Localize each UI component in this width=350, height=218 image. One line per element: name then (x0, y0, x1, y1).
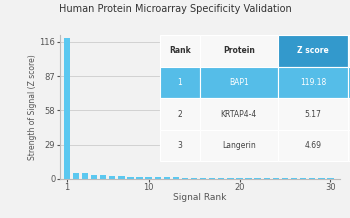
Bar (145, 177, 152, 179)
Bar (264, 178, 270, 179)
Bar (348, 98, 350, 130)
Bar (109, 176, 116, 179)
Bar (348, 130, 350, 162)
Bar (348, 35, 350, 66)
Bar (291, 178, 297, 179)
Bar (64, 38, 70, 179)
Bar (245, 178, 252, 179)
Bar (160, 130, 200, 162)
Bar (218, 178, 224, 179)
Bar (154, 177, 161, 179)
Text: KRTAP4-4: KRTAP4-4 (220, 109, 257, 119)
Bar (209, 178, 215, 179)
Bar (160, 35, 200, 66)
Bar (73, 173, 79, 179)
Bar (199, 130, 278, 162)
Bar (199, 35, 278, 66)
Bar (348, 66, 350, 98)
Text: Human Protein Microarray Specificity Validation: Human Protein Microarray Specificity Val… (59, 4, 291, 14)
Bar (127, 177, 134, 179)
Bar (278, 35, 348, 66)
Bar (191, 178, 197, 179)
Bar (182, 178, 188, 179)
X-axis label: Signal Rank: Signal Rank (173, 193, 226, 202)
Bar (136, 177, 143, 179)
Bar (199, 98, 278, 130)
Bar (300, 178, 306, 179)
Text: Z score: Z score (297, 46, 329, 55)
Bar (118, 176, 125, 179)
Bar (173, 177, 179, 179)
Bar (91, 175, 97, 179)
Bar (278, 130, 348, 162)
Bar (163, 177, 170, 179)
Bar (254, 178, 261, 179)
Bar (236, 178, 243, 179)
Bar (318, 178, 324, 179)
Bar (278, 98, 348, 130)
Bar (327, 178, 334, 179)
Text: 5.17: 5.17 (304, 109, 321, 119)
Text: Langerin: Langerin (222, 141, 256, 150)
Bar (309, 178, 315, 179)
Text: Rank: Rank (169, 46, 191, 55)
Text: Protein: Protein (223, 46, 255, 55)
Bar (200, 178, 206, 179)
Text: BAP1: BAP1 (229, 78, 248, 87)
Bar (278, 66, 348, 98)
Bar (100, 175, 106, 179)
Text: 4.69: 4.69 (304, 141, 321, 150)
Bar (227, 178, 233, 179)
Bar (273, 178, 279, 179)
Bar (282, 178, 288, 179)
Bar (199, 66, 278, 98)
Bar (160, 98, 200, 130)
Y-axis label: Strength of Signal (Z score): Strength of Signal (Z score) (28, 54, 37, 160)
Bar (82, 173, 88, 179)
Text: 3: 3 (177, 141, 182, 150)
Text: 119.18: 119.18 (300, 78, 326, 87)
Bar (160, 66, 200, 98)
Text: 2: 2 (177, 109, 182, 119)
Text: 1: 1 (177, 78, 182, 87)
